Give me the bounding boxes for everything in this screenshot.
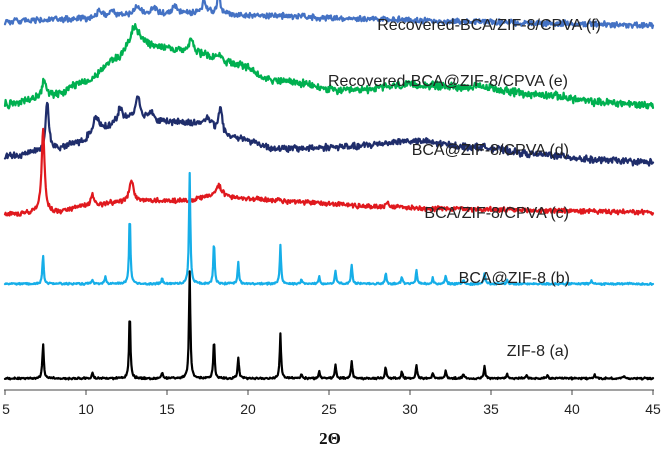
series-label-e: Recovered-BCA@ZIF-8/CPVA (e) [328,73,568,90]
x-tick-label: 45 [645,401,661,417]
series-label-c: BCA/ZIF-8/CPVA (c) [424,205,569,222]
series-line-d [3,95,655,167]
x-tick-label: 25 [321,401,337,417]
series-line-c [3,127,655,217]
series-line-a [3,270,655,381]
x-axis-title: 2Θ [319,429,341,448]
series-line-b [3,171,655,286]
series-line-f [3,0,655,30]
x-tick-label: 40 [564,401,580,417]
series-label-a: ZIF-8 (a) [507,343,569,360]
x-tick-label: 5 [2,401,10,417]
series-layer [3,0,655,381]
series-label-d: BCA@ZIF-8/CPVA (d) [412,142,569,159]
series-line-e [3,23,655,110]
series-label-f: Recovered-BCA/ZIF-8/CPVA (f) [377,17,601,34]
x-tick-label: 30 [402,401,418,417]
x-tick-label: 10 [78,401,94,417]
series-label-b: BCA@ZIF-8 (b) [459,270,570,287]
x-axis-ticks: 5 10 15 20 25 30 35 40 45 [2,390,661,417]
x-tick-label: 20 [240,401,256,417]
x-tick-label: 15 [159,401,175,417]
series-labels: Recovered-BCA/ZIF-8/CPVA (f) Recovered-B… [328,17,601,360]
x-tick-label: 35 [483,401,499,417]
